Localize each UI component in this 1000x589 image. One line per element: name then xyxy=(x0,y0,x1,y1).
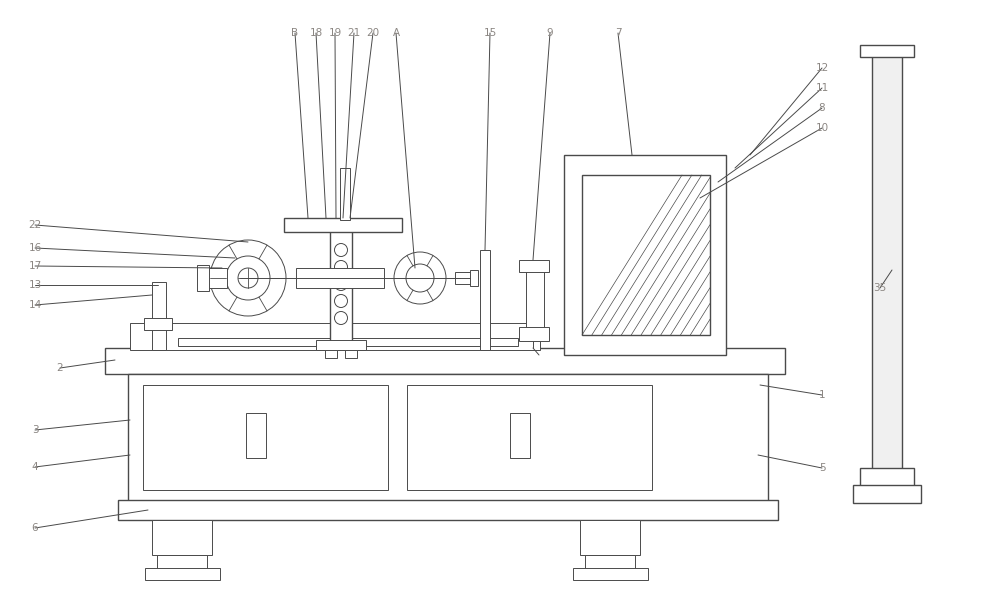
Bar xyxy=(325,350,337,358)
Text: 18: 18 xyxy=(309,28,323,38)
Text: 17: 17 xyxy=(28,261,42,271)
Bar xyxy=(152,520,212,555)
Bar xyxy=(105,348,785,374)
Text: 10: 10 xyxy=(815,123,829,133)
Text: 3: 3 xyxy=(32,425,38,435)
Bar xyxy=(197,265,209,291)
Text: 1: 1 xyxy=(819,390,825,400)
Circle shape xyxy=(334,312,348,325)
Bar xyxy=(519,260,549,272)
Text: 6: 6 xyxy=(32,523,38,533)
Bar xyxy=(157,555,207,575)
Bar xyxy=(853,485,921,503)
Bar xyxy=(510,413,530,458)
Bar xyxy=(296,268,384,288)
Text: 8: 8 xyxy=(819,103,825,113)
Bar xyxy=(470,270,478,286)
Text: 22: 22 xyxy=(28,220,42,230)
Bar xyxy=(526,265,544,330)
Bar xyxy=(872,55,902,470)
Bar xyxy=(564,155,726,355)
Text: 9: 9 xyxy=(547,28,553,38)
Text: 5: 5 xyxy=(819,463,825,473)
Text: A: A xyxy=(392,28,400,38)
Text: 15: 15 xyxy=(483,28,497,38)
Text: 35: 35 xyxy=(873,283,887,293)
Circle shape xyxy=(334,260,348,273)
Text: 20: 20 xyxy=(366,28,380,38)
Bar xyxy=(580,520,640,555)
Bar xyxy=(407,385,652,490)
Bar xyxy=(573,568,648,580)
Bar xyxy=(860,45,914,57)
Circle shape xyxy=(226,256,270,300)
Bar xyxy=(246,413,266,458)
Bar xyxy=(345,350,357,358)
Circle shape xyxy=(238,268,258,288)
Bar xyxy=(480,250,490,350)
Text: 14: 14 xyxy=(28,300,42,310)
Circle shape xyxy=(334,277,348,290)
Bar xyxy=(455,272,475,284)
Bar xyxy=(143,385,388,490)
Bar xyxy=(178,338,518,346)
Bar xyxy=(128,374,768,504)
Text: 21: 21 xyxy=(347,28,361,38)
Bar xyxy=(145,568,220,580)
Text: 13: 13 xyxy=(28,280,42,290)
Bar xyxy=(582,175,710,335)
Text: 12: 12 xyxy=(815,63,829,73)
Bar xyxy=(316,340,366,350)
Text: 7: 7 xyxy=(615,28,621,38)
Bar xyxy=(519,327,549,341)
Bar xyxy=(585,555,635,575)
Circle shape xyxy=(394,252,446,304)
Bar xyxy=(340,168,350,220)
Circle shape xyxy=(210,240,286,316)
Circle shape xyxy=(406,264,434,292)
Circle shape xyxy=(334,294,348,307)
Bar xyxy=(860,468,914,488)
Text: 16: 16 xyxy=(28,243,42,253)
Text: 19: 19 xyxy=(328,28,342,38)
Text: 11: 11 xyxy=(815,83,829,93)
Bar xyxy=(284,218,402,232)
Circle shape xyxy=(334,243,348,256)
Text: B: B xyxy=(291,28,299,38)
Bar xyxy=(330,230,352,348)
Bar xyxy=(118,500,778,520)
Bar xyxy=(144,318,172,330)
Bar xyxy=(207,268,227,288)
Bar xyxy=(130,323,540,350)
Bar xyxy=(152,282,166,350)
Text: 4: 4 xyxy=(32,462,38,472)
Text: 2: 2 xyxy=(57,363,63,373)
